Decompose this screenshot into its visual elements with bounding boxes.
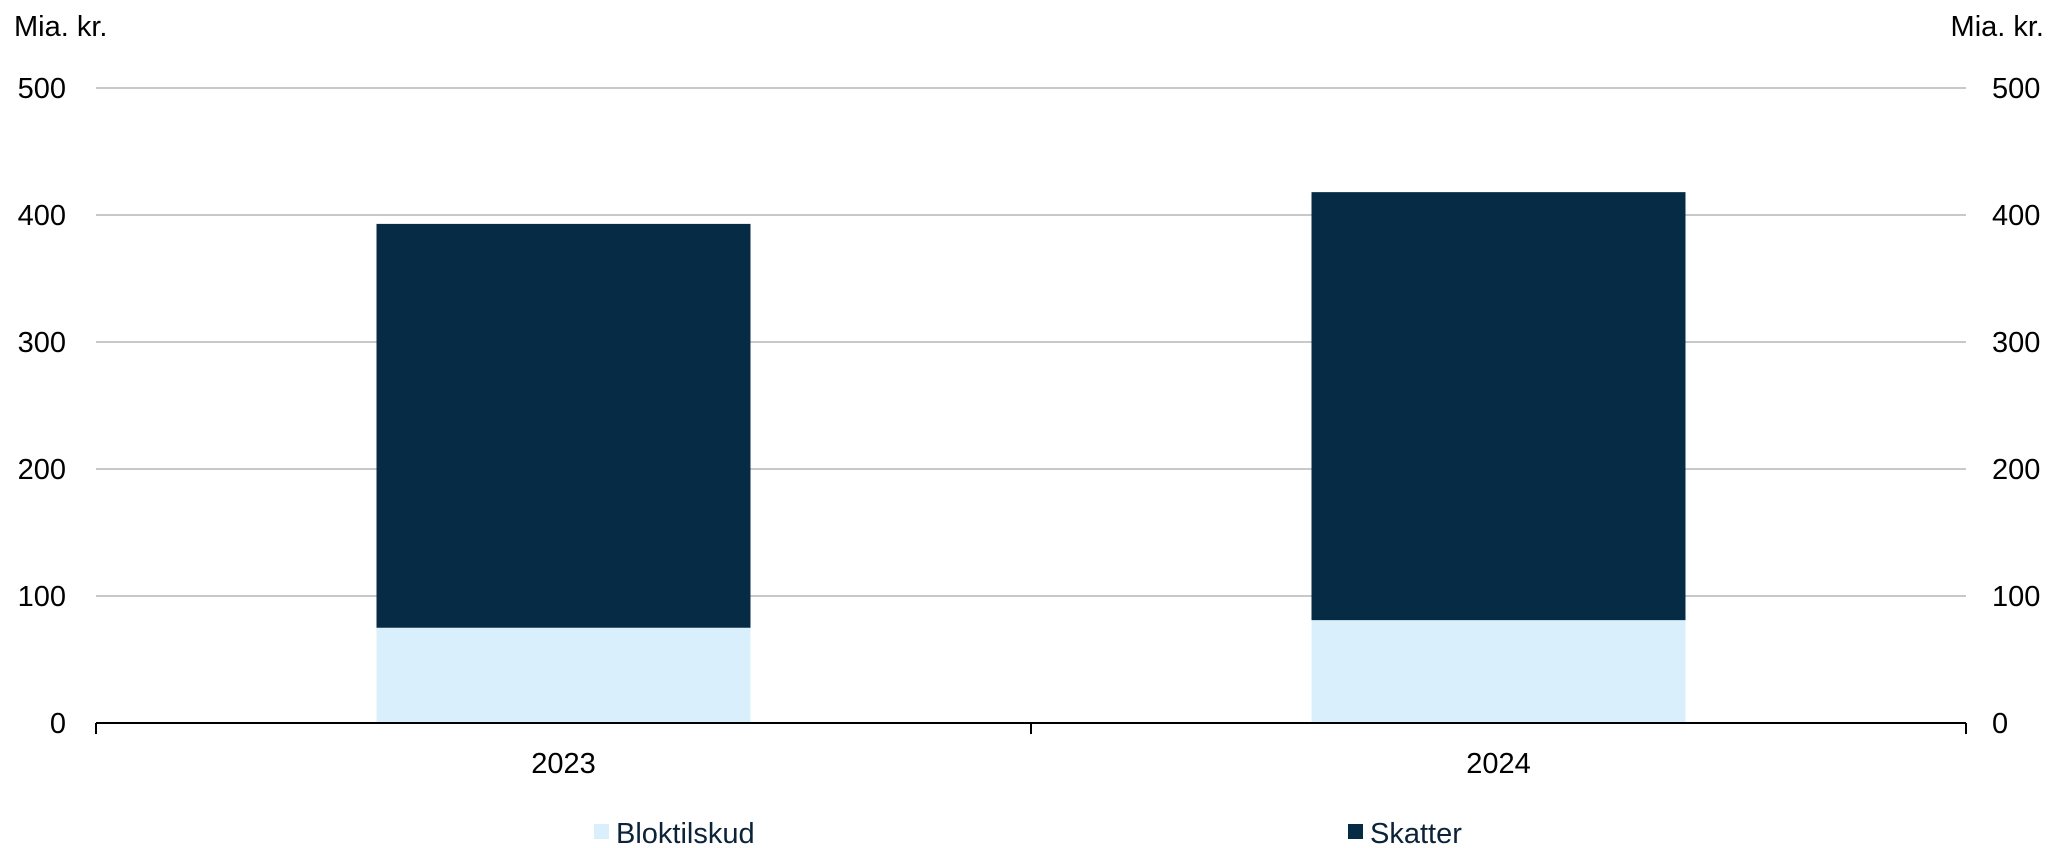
x-tick-labels: 2023 2024 <box>531 748 1531 780</box>
bar-segment <box>376 223 751 628</box>
legend-label: Bloktilskud <box>616 818 755 848</box>
legend-swatch <box>594 824 609 839</box>
y-tick-label-right: 500 <box>1992 73 2040 105</box>
bar-segment <box>376 627 751 723</box>
y-ticks-right: 0 100 200 300 400 500 <box>1992 73 2040 740</box>
y-tick-label-right: 300 <box>1992 327 2040 359</box>
y-tick-label-left: 400 <box>18 200 66 232</box>
y-tick-label-left: 200 <box>18 454 66 486</box>
bar-segment <box>1311 192 1686 621</box>
legend-swatch <box>1348 824 1363 839</box>
x-tick-label: 2024 <box>1466 748 1531 780</box>
y-unit-right: Mia. kr. <box>1951 11 2044 43</box>
y-tick-label-right: 400 <box>1992 200 2040 232</box>
axes <box>95 722 1967 734</box>
bars <box>376 192 1686 723</box>
x-tick-label: 2023 <box>531 748 596 780</box>
y-tick-label-right: 0 <box>1992 708 2008 740</box>
y-tick-label-left: 0 <box>50 708 66 740</box>
y-tick-label-right: 100 <box>1992 581 2040 613</box>
y-unit-left: Mia. kr. <box>14 11 107 43</box>
legend: Bloktilskud Skatter <box>594 818 1462 848</box>
y-tick-label-right: 200 <box>1992 454 2040 486</box>
y-tick-label-left: 300 <box>18 327 66 359</box>
y-ticks-left: 0 100 200 300 400 500 <box>18 73 66 740</box>
legend-label: Skatter <box>1370 818 1462 848</box>
bar-segment <box>1311 620 1686 723</box>
y-tick-label-left: 100 <box>18 581 66 613</box>
y-tick-label-left: 500 <box>18 73 66 105</box>
